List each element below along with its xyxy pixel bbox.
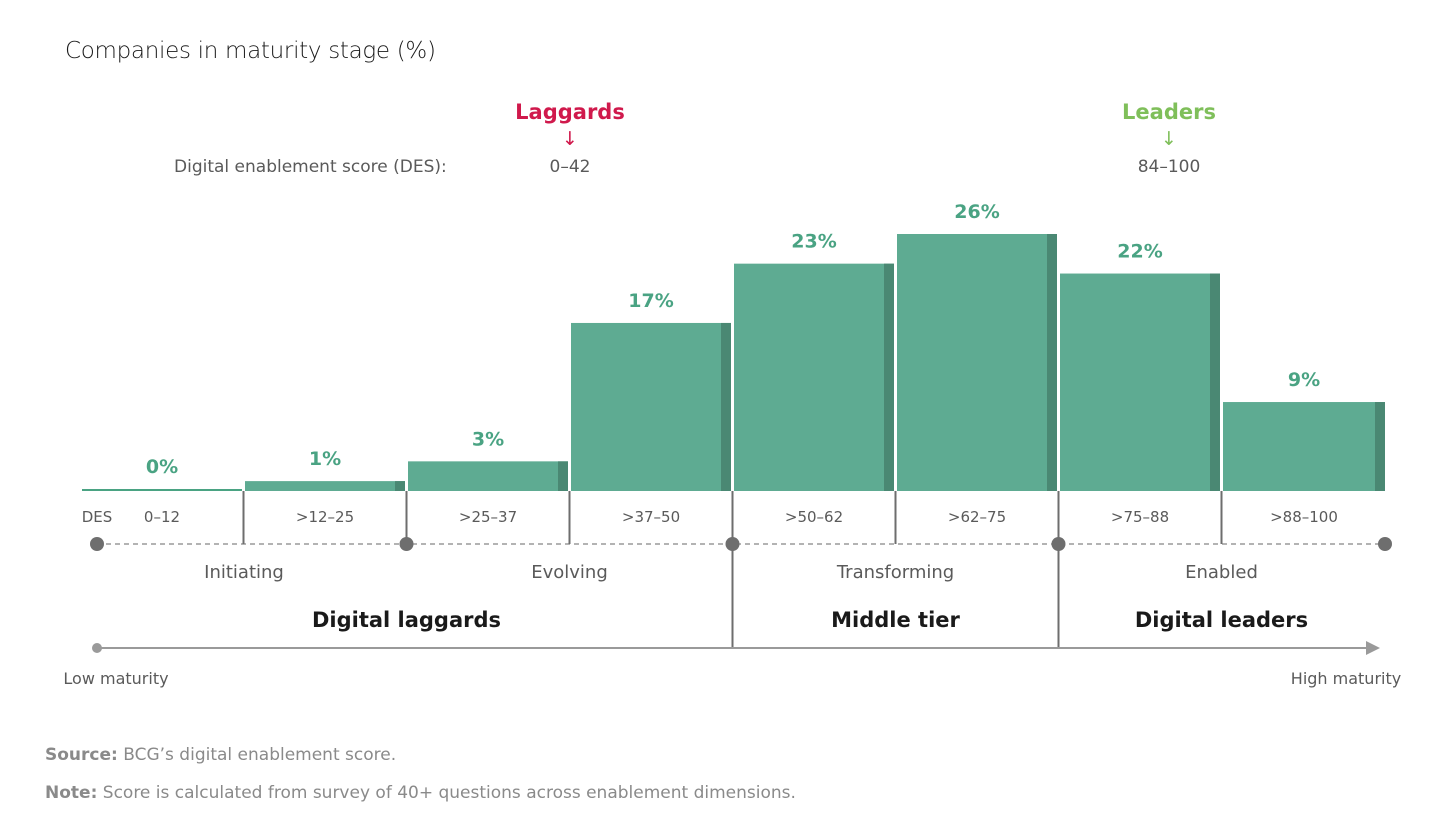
maturity-start-dot	[92, 643, 102, 653]
bars-layer	[82, 234, 1385, 491]
bar	[897, 234, 1057, 491]
bar-value-label: 9%	[1288, 369, 1320, 391]
stage-label: Enabled	[1185, 562, 1258, 583]
group-label: Digital laggards	[312, 608, 501, 632]
stage-boundary-dot	[399, 537, 414, 551]
stage-label: Transforming	[836, 562, 954, 583]
category-label: 0–12	[144, 508, 180, 526]
text-layer: 0% 0–12 1% >12–25 3% >25–37 17% >37–50 23% >50–62…	[63, 201, 1401, 688]
category-label: >50–62	[785, 508, 843, 526]
category-label: >62–75	[948, 508, 1006, 526]
stage-boundary-dot	[1051, 537, 1066, 551]
source-text: BCG’s digital enablement score.	[117, 745, 397, 765]
category-label: >75–88	[1111, 508, 1169, 526]
bar-value-label: 0%	[146, 456, 178, 478]
bar	[408, 461, 568, 491]
down-arrow-icon: ↓	[562, 128, 578, 150]
bar-shade	[884, 263, 894, 491]
bar-shade	[721, 322, 731, 491]
axis-prefix-label: DES	[82, 508, 113, 526]
des-caption: Digital enablement score (DES):	[174, 157, 447, 177]
bar-shade	[1210, 273, 1220, 491]
source-label: Source:	[45, 745, 118, 765]
bar	[245, 481, 405, 491]
bar-shade	[1375, 402, 1385, 491]
note-label: Note:	[45, 783, 98, 803]
bar-value-label: 22%	[1117, 241, 1162, 263]
category-label: >25–37	[459, 508, 517, 526]
bar	[571, 322, 731, 491]
low-maturity-label: Low maturity	[63, 669, 168, 688]
bar-value-label: 17%	[628, 290, 673, 312]
stage-boundary-dot	[1378, 537, 1392, 551]
group-label: Middle tier	[831, 608, 960, 632]
bar-value-label: 23%	[791, 231, 836, 253]
category-label: >12–25	[296, 508, 354, 526]
bar-shade	[558, 461, 568, 491]
bar	[1060, 273, 1220, 491]
stage-label: Evolving	[531, 562, 608, 583]
note-text: Score is calculated from survey of 40+ q…	[97, 783, 796, 803]
down-arrow-icon: ↓	[1161, 128, 1177, 150]
bar	[1223, 402, 1385, 491]
maturity-chart: 0% 0–12 1% >12–25 3% >25–37 17% >37–50 23% >50–62…	[63, 201, 1401, 688]
source-note: Source: BCG’s digital enablement score.	[45, 745, 396, 765]
laggards-range: 0–42	[549, 157, 591, 177]
laggards-marker-label: Laggards	[515, 100, 625, 124]
category-label: >88–100	[1270, 508, 1338, 526]
chart-title: Companies in maturity stage (%)	[65, 38, 436, 64]
axis-layer	[90, 491, 1392, 655]
bar	[734, 263, 894, 491]
bar-value-label: 1%	[309, 448, 341, 470]
stage-boundary-dot	[725, 537, 740, 551]
category-label: >37–50	[622, 508, 680, 526]
bar	[82, 489, 242, 491]
bar-shade	[395, 481, 405, 491]
stage-boundary-dot	[90, 537, 104, 551]
leaders-marker-label: Leaders	[1122, 100, 1216, 124]
bar-shade	[1047, 234, 1057, 491]
maturity-arrowhead-icon	[1366, 641, 1380, 655]
bar-value-label: 26%	[954, 201, 999, 223]
high-maturity-label: High maturity	[1291, 669, 1401, 688]
leaders-range: 84–100	[1137, 157, 1201, 177]
group-label: Digital leaders	[1135, 608, 1308, 632]
footnote: Note: Score is calculated from survey of…	[45, 783, 796, 803]
stage-label: Initiating	[204, 562, 284, 583]
bar-value-label: 3%	[472, 428, 504, 450]
